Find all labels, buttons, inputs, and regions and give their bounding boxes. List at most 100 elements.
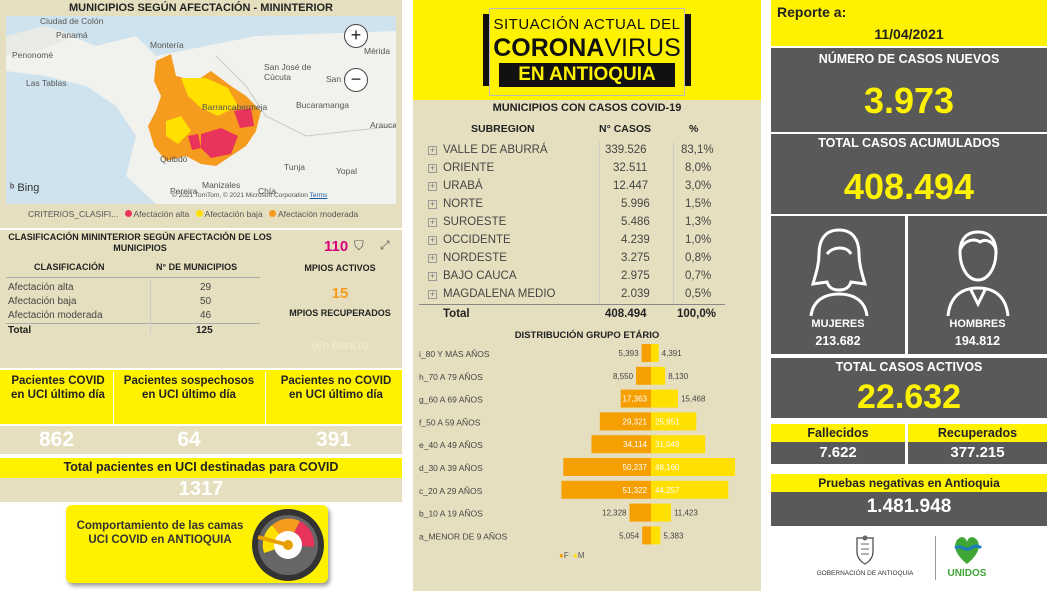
map-legend: CRITERIOS_CLASIFI... Afectación alta Afe… (28, 209, 358, 219)
table-row[interactable]: + URABÁ 12.447 3,0% (428, 180, 712, 192)
table-row[interactable]: + OCCIDENTE 4.239 1,0% (428, 234, 712, 246)
table-row[interactable]: + MAGDALENA MEDIO 2.039 0,5% (428, 288, 712, 300)
unidos-logo-text: UNIDOS (947, 568, 987, 579)
age-bar-m[interactable] (651, 366, 666, 385)
age-bar-m[interactable] (651, 480, 729, 499)
table-row[interactable]: + SUROESTE 5.486 1,3% (428, 216, 712, 228)
age-bar-m-label: 4,391 (662, 349, 683, 358)
active-cases-value: 22.632 (857, 378, 961, 416)
woman-icon (809, 228, 869, 316)
women-label: MUJERES (811, 318, 865, 330)
map-card: MUNICIPIOS SEGÚN AFECTACIÓN - MININTERIO… (0, 0, 402, 228)
expand-plus-icon[interactable]: + (428, 253, 437, 263)
uci-sospechosos-label: Pacientes sospechosos en UCI último día (123, 375, 255, 401)
table-row[interactable]: + NORTE 5.996 1,5% (428, 198, 712, 210)
total-cases-value: 408.494 (843, 166, 975, 207)
table-total-row: Total 408.494 100,0% (443, 308, 717, 320)
active-cases-card: TOTAL CASOS ACTIVOS 22.632 (771, 358, 1047, 418)
age-bar-f[interactable] (629, 503, 651, 522)
map-label-merida: Mérida (364, 46, 390, 56)
banner-line2: CORONAVIRUS (493, 34, 681, 62)
map-zone-high-2[interactable] (188, 134, 201, 150)
age-chart: i_80 Y MÁS AÑOS 5,393 4,391 h_70 A 79 AÑOS 8… (419, 344, 736, 545)
table-row[interactable]: + VALLE DE ABURRÁ 339.526 83,1% (428, 144, 714, 156)
expand-plus-icon[interactable]: + (428, 271, 437, 281)
table-col-divider (673, 142, 674, 304)
banner-bracket-left (483, 14, 489, 86)
age-bar-f[interactable] (561, 480, 651, 499)
map-zone-high-1[interactable] (201, 128, 238, 158)
classification-row-value: 50 (200, 296, 212, 307)
age-bar-m[interactable] (651, 412, 697, 431)
map-label-bucaramanga: Bucaramanga (296, 100, 349, 110)
uci-covid-value: 862 (38, 428, 75, 451)
age-bar-m-label: 8,130 (668, 372, 689, 381)
age-bar-m[interactable] (651, 389, 678, 408)
map-label-chia: Chía (258, 186, 276, 196)
age-bar-m[interactable] (651, 435, 706, 454)
map-label-las-tablas: Las Tablas (26, 78, 67, 88)
map-zone-low-1[interactable] (181, 78, 238, 116)
legend-label-high[interactable]: Afectación alta (133, 209, 190, 219)
men-card: HOMBRES 194.812 (908, 216, 1047, 354)
zoom-in-button[interactable]: + (344, 24, 368, 48)
middle-panel: SITUACIÓN ACTUAL DEL CORONAVIRUS EN ANTI… (413, 0, 761, 591)
age-bar-f[interactable] (642, 526, 651, 545)
age-bar-f[interactable] (599, 412, 651, 431)
gauge-icon (252, 509, 324, 581)
age-bar-m[interactable] (651, 344, 659, 362)
age-bar-f[interactable] (563, 458, 651, 476)
bing-logo: ᵇ Bing (10, 182, 40, 194)
blank-value: (En blanco) (311, 340, 369, 352)
map-zone-high-3[interactable] (234, 108, 254, 128)
age-bar-f-label: 34,114 (623, 440, 647, 449)
new-cases-label: NÚMERO DE CASOS NUEVOS (818, 52, 1000, 66)
age-bar-m[interactable] (651, 503, 671, 522)
filter-icon[interactable]: ⛉ (354, 238, 364, 253)
age-bar-m[interactable] (651, 458, 736, 476)
map-terms-link[interactable]: Terms (309, 192, 328, 199)
age-chart-title: DISTRIBUCIÓN GRUPO ETÁRIO (514, 330, 660, 341)
report-date-card: Reporte a: 11/04/2021 (771, 0, 1047, 46)
expand-plus-icon[interactable]: + (428, 235, 437, 245)
table-row[interactable]: + BAJO CAUCA 2.975 0,7% (428, 270, 712, 282)
classification-row-value: 46 (200, 310, 212, 321)
bing-icon: ᵇ (10, 182, 15, 194)
zoom-out-button[interactable]: − (344, 68, 368, 92)
expand-plus-icon[interactable]: + (428, 289, 437, 299)
uci-behavior-label: Comportamiento de las camas UCI COVID en… (76, 520, 244, 546)
expand-plus-icon[interactable]: + (428, 145, 437, 155)
map-view[interactable]: Ciudad de Colón Panamá Penonomé Las Tabl… (6, 16, 396, 204)
map-label-barrancabermeja: Barrancabermeja (202, 102, 268, 112)
subregions-title: MUNICIPIOS CON CASOS COVID-19 (492, 102, 682, 114)
expand-plus-icon[interactable]: + (428, 199, 437, 209)
subregions-col3: % (689, 123, 699, 135)
negative-value: 1.481.948 (866, 496, 952, 517)
legend-label-low[interactable]: Afectación baja (204, 209, 263, 219)
age-bar-m[interactable] (651, 526, 661, 545)
uci-behavior-button[interactable]: Comportamiento de las camas UCI COVID en… (66, 505, 328, 583)
unidos-logo: UNIDOS (939, 532, 995, 582)
expand-plus-icon[interactable]: + (428, 181, 437, 191)
classification-row-name: Afectación baja (8, 296, 77, 307)
coat-of-arms-icon (856, 535, 874, 565)
table-row[interactable]: + NORDESTE 3.275 0,8% (428, 252, 712, 264)
age-bar-m-label: 44,257 (655, 486, 680, 495)
age-bar-f[interactable] (636, 366, 651, 385)
table-row[interactable]: + ORIENTE 32.511 8,0% (428, 162, 712, 174)
age-bar-f[interactable] (620, 389, 651, 408)
table-col-divider (599, 142, 600, 304)
deaths-label-strip (771, 424, 905, 442)
legend-label-moderate[interactable]: Afectación moderada (277, 209, 359, 219)
map-zone-low-2[interactable] (166, 116, 191, 144)
classification-col-divider (150, 280, 151, 334)
age-bar-f[interactable] (641, 344, 651, 362)
negative-value-box (771, 492, 1047, 526)
mpios-recuperados-label: MPIOS RECUPERADOS (289, 308, 391, 318)
expand-plus-icon[interactable]: + (428, 163, 437, 173)
age-bar-f[interactable] (591, 435, 651, 454)
table-total-divider (419, 304, 725, 305)
age-category-label: f_50 A 59 AÑOS (419, 417, 481, 427)
expand-icon[interactable]: ⤢ (380, 238, 390, 252)
expand-plus-icon[interactable]: + (428, 217, 437, 227)
